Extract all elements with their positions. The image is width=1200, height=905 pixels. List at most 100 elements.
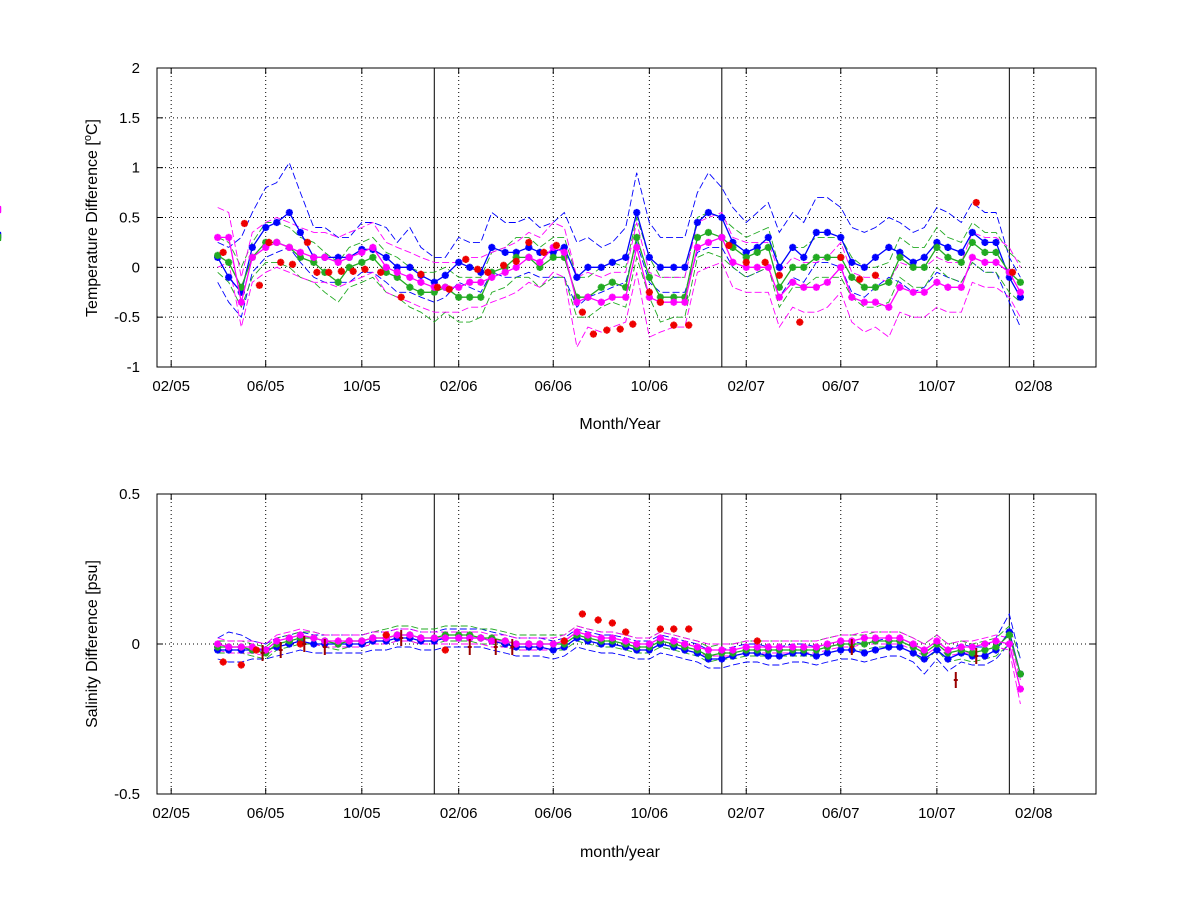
salinity-green-point (860, 640, 869, 648)
temperature-green-point (860, 283, 869, 291)
temperature-blue-point (501, 248, 509, 256)
temperature-green-point (812, 253, 820, 261)
temperature-y-label-sup: o (82, 135, 94, 141)
temperature-red-point (589, 330, 598, 338)
temperature-blue-point (871, 253, 880, 261)
salinity-x-tick-label: 06/05 (247, 805, 285, 822)
temperature-y-tick-label: 1 (132, 160, 140, 177)
temperature-red-point (445, 285, 453, 293)
temperature-green-point (417, 288, 425, 296)
salinity-blue-point (837, 646, 845, 654)
salinity-blue-point (981, 652, 989, 660)
temperature-blue-point (573, 273, 581, 281)
temperature-red-point (417, 270, 425, 278)
temperature-green-point (885, 278, 893, 286)
temperature-blue-point (800, 253, 808, 261)
salinity-magenta-point (920, 646, 928, 654)
salinity-x-tick-label: 02/06 (440, 805, 478, 822)
temperature-red-point (219, 248, 227, 256)
temperature-blue-point (775, 263, 783, 271)
salinity-magenta-point (597, 634, 605, 642)
temperature-blue-point (860, 263, 869, 271)
temperature-magenta-point (753, 263, 761, 271)
temperature-green-point (334, 278, 342, 286)
salinity-magenta-point (896, 634, 904, 642)
salinity-darkred-tick-point (849, 639, 854, 655)
temperature-green-point (957, 258, 965, 266)
salinity-y-tick-label: 0.5 (119, 486, 140, 503)
temperature-green-point (1016, 278, 1024, 286)
salinity-red-point (441, 646, 449, 654)
temperature-red-point (240, 219, 249, 228)
salinity-darkred-tick-point (302, 636, 307, 652)
temperature-x-tick-label: 02/08 (1015, 378, 1053, 395)
temperature-blue-point (992, 238, 1000, 247)
salinity-x-tick-label: 06/07 (822, 805, 860, 822)
temperature-green-point (608, 278, 616, 286)
temperature-red-point (525, 238, 533, 247)
temperature-blue-point (704, 208, 713, 217)
temperature-green-point (704, 228, 713, 237)
salinity-magenta-point (693, 643, 701, 651)
salinity-magenta-point (417, 634, 425, 642)
salinity-magenta-point (214, 640, 222, 648)
salinity-x-tick-label: 10/07 (918, 805, 956, 822)
salinity-blue-point (764, 652, 772, 660)
temperature-magenta-point (477, 278, 485, 286)
temperature-green-point (549, 253, 557, 261)
temperature-red-point (1008, 268, 1017, 276)
salinity-x-tick-label: 06/06 (534, 805, 572, 822)
temperature-red-point (265, 238, 273, 247)
temperature-green-point (981, 248, 989, 256)
temperature-magenta-point (573, 298, 581, 306)
temperature-blue-envelope-upper (217, 161, 1021, 278)
temperature-x-tick-label: 06/05 (247, 378, 285, 395)
temperature-red-point (972, 198, 980, 207)
temperature-y-tick-label: -0.5 (114, 309, 140, 326)
temperature-red-point (629, 320, 637, 328)
temperature-green-point (775, 283, 783, 291)
salinity-magenta-point (358, 637, 366, 645)
temperature-green-envelope-lower (217, 251, 1021, 323)
temperature-blue-point (656, 263, 664, 271)
temperature-green-point (536, 263, 544, 271)
salinity-magenta-point (455, 634, 463, 642)
temperature-green-point (393, 273, 401, 281)
salinity-blue-point (860, 649, 869, 657)
temperature-magenta-point (382, 263, 390, 271)
salinity-darkred-tick-point (510, 639, 515, 655)
salinity-blue-point (944, 655, 952, 663)
temperature-blue-point (789, 243, 797, 251)
salinity-x-tick-label: 02/05 (152, 805, 190, 822)
salinity-blue-point (885, 643, 893, 651)
temperature-magenta-point (248, 253, 256, 261)
temperature-red-point (837, 253, 845, 261)
temperature-blue-point (981, 238, 989, 247)
salinity-magenta-point (225, 643, 233, 651)
temperature-blue-point (455, 258, 463, 266)
temperature-magenta-point (536, 258, 544, 266)
temperature-magenta-point (920, 288, 928, 296)
salinity-magenta-point (718, 646, 726, 654)
temperature-magenta-point (933, 278, 941, 286)
salinity-red-point (382, 631, 390, 639)
salinity-magenta-point (369, 634, 377, 642)
temperature-magenta-point (704, 238, 713, 247)
temperature-green-point (992, 248, 1000, 256)
temperature-blue-point (488, 243, 496, 251)
temperature-y-tick-label: 1.5 (119, 110, 140, 127)
salinity-magenta-point (430, 634, 438, 642)
temperature-red-point (656, 298, 664, 306)
temperature-magenta-point (225, 233, 233, 242)
salinity-darkred-tick-point (953, 672, 958, 688)
salinity-green-point (1016, 670, 1024, 678)
salinity-magenta-point (406, 631, 414, 639)
salinity-darkred-tick-point (974, 648, 979, 664)
temperature-y-tick-label: 2 (132, 60, 140, 77)
salinity-magenta-point (633, 640, 641, 648)
temperature-red-point (645, 288, 653, 296)
temperature-blue-point (584, 263, 592, 271)
salinity-magenta-point (1016, 685, 1024, 693)
temperature-magenta-point (789, 278, 797, 286)
temperature-green-point (477, 293, 485, 301)
